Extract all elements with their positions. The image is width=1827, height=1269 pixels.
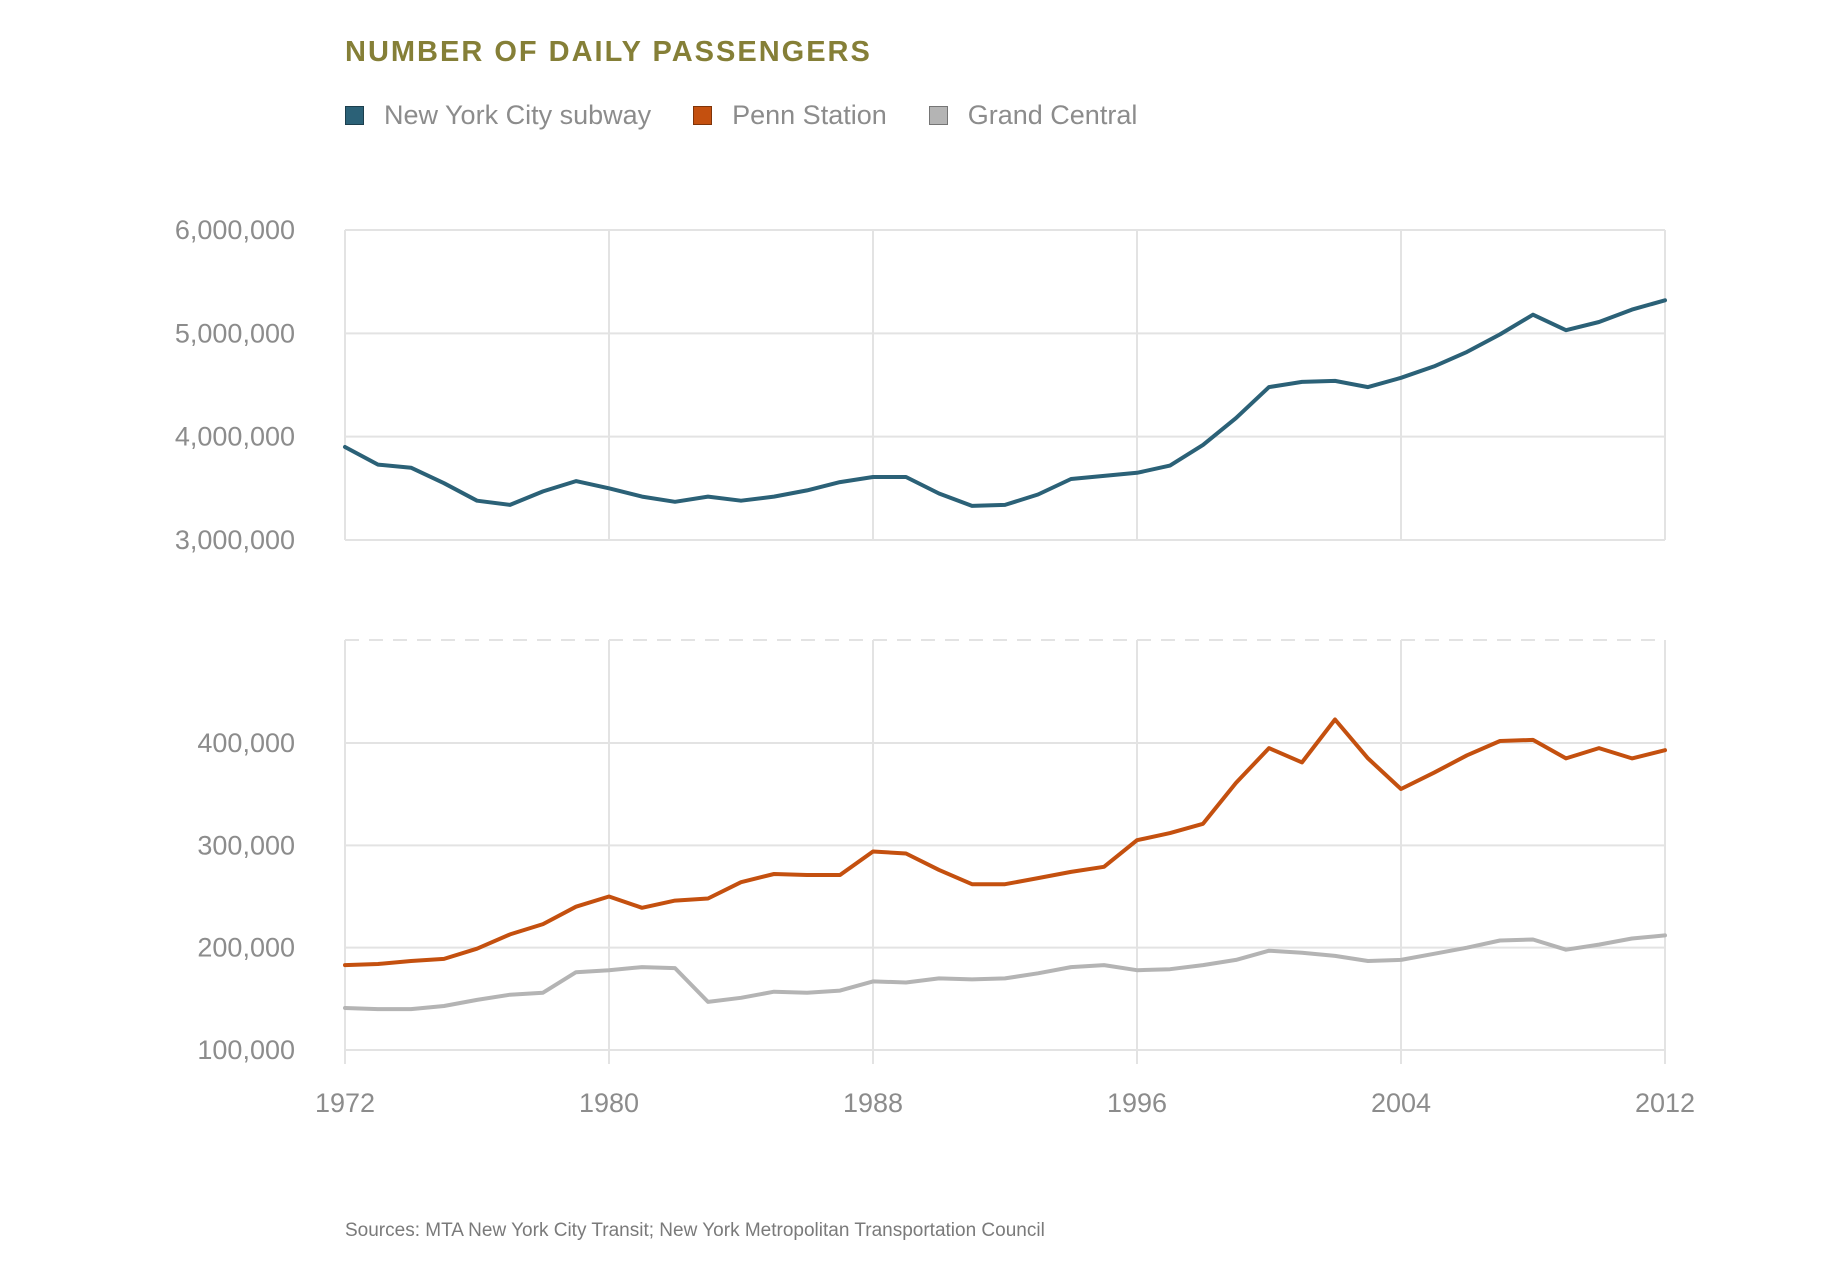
y-tick-label: 200,000 [197, 933, 295, 963]
legend-swatch-penn-station [693, 105, 713, 125]
y-tick-label: 400,000 [197, 728, 295, 758]
legend-swatch-subway [345, 105, 364, 125]
y-tick-label: 6,000,000 [175, 215, 295, 245]
legend-item-penn-station: Penn Station [693, 100, 887, 131]
legend-label-penn-station: Penn Station [732, 99, 887, 130]
chart-title: NUMBER OF DAILY PASSENGERS [345, 36, 872, 68]
y-tick-label: 3,000,000 [175, 525, 295, 555]
source-note: Sources: MTA New York City Transit; New … [345, 1220, 1045, 1241]
series-line-new-york-city-subway [343, 298, 1667, 508]
legend-swatch-grand-central [928, 105, 948, 125]
legend-item-subway: New York City subway [345, 100, 651, 131]
x-tick-label: 1972 [315, 1088, 375, 1118]
series-line-penn-station [343, 717, 1667, 968]
y-tick-label: 300,000 [197, 830, 295, 860]
y-tick-label: 4,000,000 [175, 422, 295, 452]
legend-label-subway: New York City subway [384, 99, 652, 130]
x-tick-label: 2012 [1635, 1088, 1695, 1118]
y-tick-label: 100,000 [197, 1035, 295, 1065]
x-tick-label: 2004 [1371, 1088, 1431, 1118]
legend-item-grand-central: Grand Central [928, 99, 1138, 131]
x-tick-label: 1980 [579, 1088, 639, 1118]
legend-label-grand-central: Grand Central [967, 99, 1138, 130]
x-tick-label: 1996 [1107, 1088, 1167, 1118]
chart-legend: New York City subway Penn Station Grand … [345, 98, 1179, 132]
series-line-grand-central [343, 933, 1667, 1012]
x-tick-label: 1988 [843, 1088, 903, 1118]
y-tick-label: 5,000,000 [175, 318, 295, 348]
